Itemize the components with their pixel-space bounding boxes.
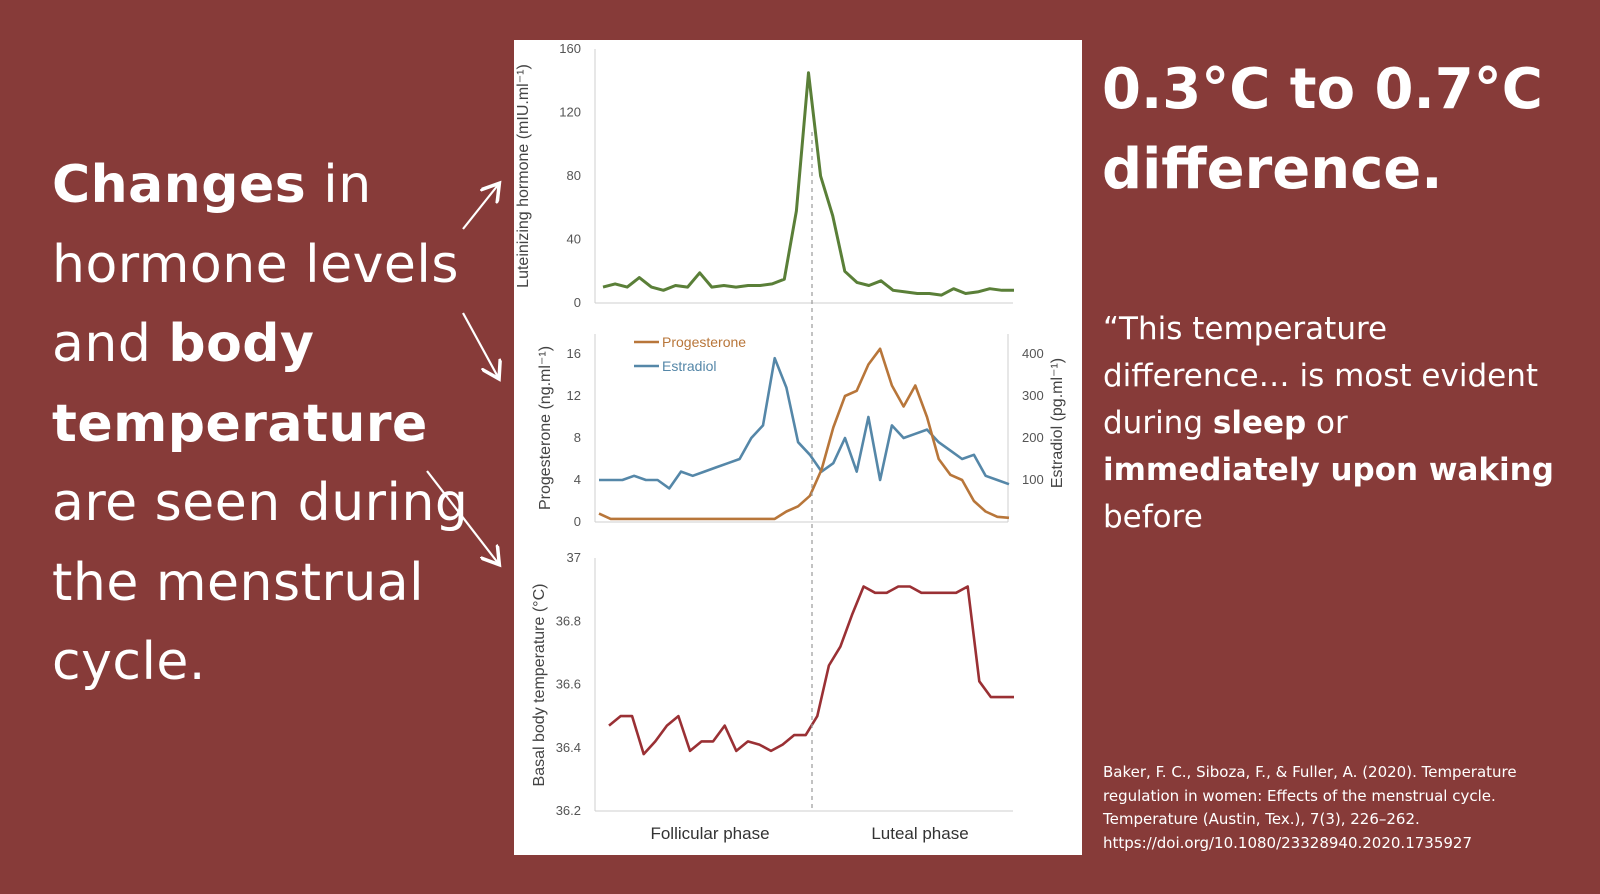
- progesterone-tick-label: 0: [574, 514, 581, 529]
- follicular-phase-label: Follicular phase: [650, 824, 769, 843]
- citation: Baker, F. C., Siboza, F., & Fuller, A. (…: [1103, 761, 1583, 855]
- left-statement: Changes in hormone levels and body tempe…: [52, 146, 502, 703]
- legend-estradiol-label: Estradiol: [662, 358, 716, 374]
- estradiol-tick-label: 200: [1022, 430, 1044, 445]
- citation-line: https://doi.org/10.1080/23328940.2020.17…: [1103, 833, 1473, 852]
- left-part-3: are seen during the menstrual cycle.: [52, 473, 469, 692]
- quote: “This temperature difference… is most ev…: [1103, 306, 1573, 541]
- estradiol-tick-label: 100: [1022, 472, 1044, 487]
- bbt-y-tick-label: 36.4: [556, 740, 581, 755]
- quote-part-3: immediately upon waking: [1103, 452, 1554, 488]
- progesterone-axis-title: Progesterone (ng.ml⁻¹): [537, 346, 554, 510]
- citation-line: Temperature (Austin, Tex.), 7(3), 226–26…: [1103, 810, 1420, 828]
- quote-part-4: before: [1103, 499, 1203, 535]
- progesterone-tick-label: 4: [574, 472, 581, 487]
- left-part-1: in hormone levels and: [52, 155, 459, 374]
- quote-part-2: or: [1306, 405, 1348, 441]
- lh-y-tick-label: 0: [574, 295, 581, 310]
- arrow-to-hormone-chart: [462, 312, 498, 377]
- bbt-y-tick-label: 36.6: [556, 677, 581, 692]
- lh-y-axis-title: Luteinizing hormone (mIU.ml⁻¹): [515, 64, 532, 288]
- left-part-0: Changes: [52, 155, 307, 215]
- quote-part-0: “This temperature difference… is most ev…: [1103, 311, 1538, 441]
- lh-y-tick-label: 80: [567, 168, 581, 183]
- chart-panel: 0 40 80 120 160 Luteinizing hormone (mIU.ml⁻¹…: [514, 40, 1082, 855]
- citation-line: regulation in women: Effects of the mens…: [1103, 786, 1496, 805]
- bbt-y-tick-label: 36.8: [556, 613, 581, 628]
- bbt-y-axis-title: Basal body temperature (°C): [531, 584, 548, 787]
- progesterone-series-line: [598, 347, 1010, 521]
- progesterone-tick-label: 8: [574, 430, 581, 445]
- lh-y-tick-label: 120: [559, 105, 581, 120]
- bbt-y-tick-label: 37: [567, 550, 581, 565]
- citation-line: Baker, F. C., Siboza, F., & Fuller, A. (…: [1103, 763, 1517, 781]
- estradiol-tick-label: 400: [1022, 346, 1044, 361]
- luteal-phase-label: Luteal phase: [871, 824, 968, 843]
- arrow-to-temperature-chart: [426, 470, 498, 563]
- estradiol-series-line: [599, 356, 1010, 490]
- arrow-to-lh-chart: [462, 185, 498, 230]
- bbt-y-tick-label: 36.2: [556, 803, 581, 818]
- estradiol-tick-label: 300: [1022, 388, 1044, 403]
- quote-part-1: sleep: [1212, 405, 1307, 441]
- legend-progesterone-label: Progesterone: [662, 334, 746, 350]
- lh-series-line: [602, 71, 1014, 297]
- left-part-2: body temperature: [52, 314, 428, 454]
- estradiol-axis-title: Estradiol (pg.ml⁻¹): [1049, 358, 1066, 488]
- lh-y-tick-label: 40: [567, 232, 581, 247]
- progesterone-tick-label: 12: [567, 388, 581, 403]
- headline: 0.3°C to 0.7°C difference.: [1102, 57, 1543, 202]
- progesterone-tick-label: 16: [567, 346, 581, 361]
- lh-y-tick-label: 160: [559, 41, 581, 56]
